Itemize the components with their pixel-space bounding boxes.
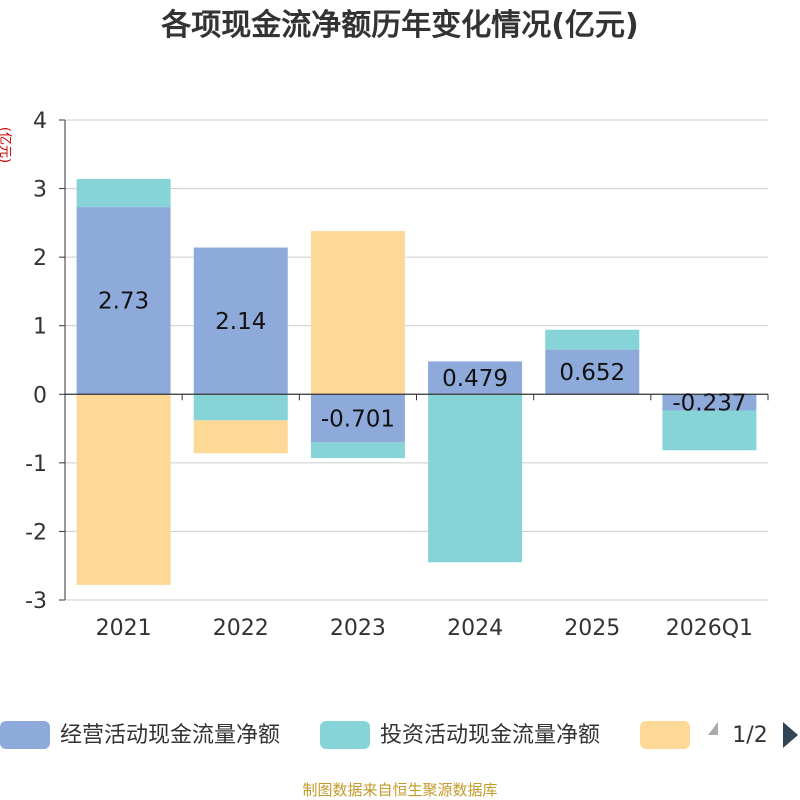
- legend: 经营活动现金流量净额 投资活动现金流量净额: [0, 721, 690, 749]
- bar-series-0: [662, 394, 757, 411]
- x-tick-label: 2022: [213, 616, 269, 641]
- bar-series-2: [76, 394, 171, 585]
- data-label: 2.14: [215, 309, 266, 335]
- x-tick-label: 2026Q1: [666, 616, 753, 641]
- y-tick-label: 2: [33, 246, 47, 271]
- data-labels: 2.73 2.14 -0.701 0.479 0.652 -0.237: [98, 289, 747, 433]
- y-tick-label: 4: [33, 109, 47, 134]
- axes: [59, 119, 769, 601]
- legend-swatch: [0, 721, 50, 749]
- bar-series-0: [76, 207, 171, 395]
- legend-swatch: [320, 721, 370, 749]
- legend-page-indicator: 1/2: [732, 723, 767, 748]
- legend-pager: 1/2: [708, 722, 798, 748]
- y-tick-label: -2: [25, 520, 47, 545]
- x-tick-label: 2025: [564, 616, 620, 641]
- chart-title: 各项现金流净额历年变化情况(亿元): [160, 8, 638, 43]
- x-tick-label: 2023: [330, 616, 386, 641]
- bar-series-0: [428, 361, 523, 395]
- x-tick-label: 2021: [96, 616, 152, 641]
- bar-series-1: [662, 410, 757, 451]
- bar-series-0: [545, 349, 640, 395]
- bar-series-0: [193, 247, 288, 395]
- y-axis-label: (亿元): [0, 127, 12, 163]
- bar-series-1: [76, 178, 171, 208]
- legend-label: 经营活动现金流量净额: [60, 723, 280, 748]
- data-label: 0.652: [559, 360, 625, 386]
- data-label: -0.701: [321, 406, 395, 432]
- bar-series-2: [193, 420, 288, 454]
- y-tick-label: -1: [25, 452, 47, 477]
- grid: [65, 119, 768, 601]
- next-page-icon[interactable]: [783, 722, 798, 748]
- bars: [76, 178, 757, 585]
- bar-series-1: [193, 394, 288, 421]
- bar-series-1: [545, 329, 640, 350]
- data-label: 2.73: [98, 289, 149, 315]
- bar-series-2: [310, 231, 405, 395]
- bar-series-1: [428, 394, 523, 563]
- x-tick-label: 2024: [447, 616, 503, 641]
- bar-series-0: [310, 394, 405, 443]
- data-label: 0.479: [442, 366, 508, 392]
- legend-swatch: [640, 721, 690, 749]
- y-tick-label: 0: [33, 383, 47, 408]
- bar-series-1: [310, 442, 405, 459]
- y-tick-label: 3: [33, 178, 47, 203]
- tick-labels: -3 -2 -1 0 1 2 3 4 2021 2022 2023 2024 2025 2026Q1: [25, 109, 753, 641]
- data-label: -0.237: [672, 390, 746, 416]
- legend-label: 投资活动现金流量净额: [380, 723, 600, 748]
- prev-page-icon[interactable]: [708, 722, 718, 748]
- y-tick-label: 1: [33, 315, 47, 340]
- data-source: 制图数据来自恒生聚源数据库: [302, 781, 497, 799]
- y-tick-label: -3: [25, 589, 47, 614]
